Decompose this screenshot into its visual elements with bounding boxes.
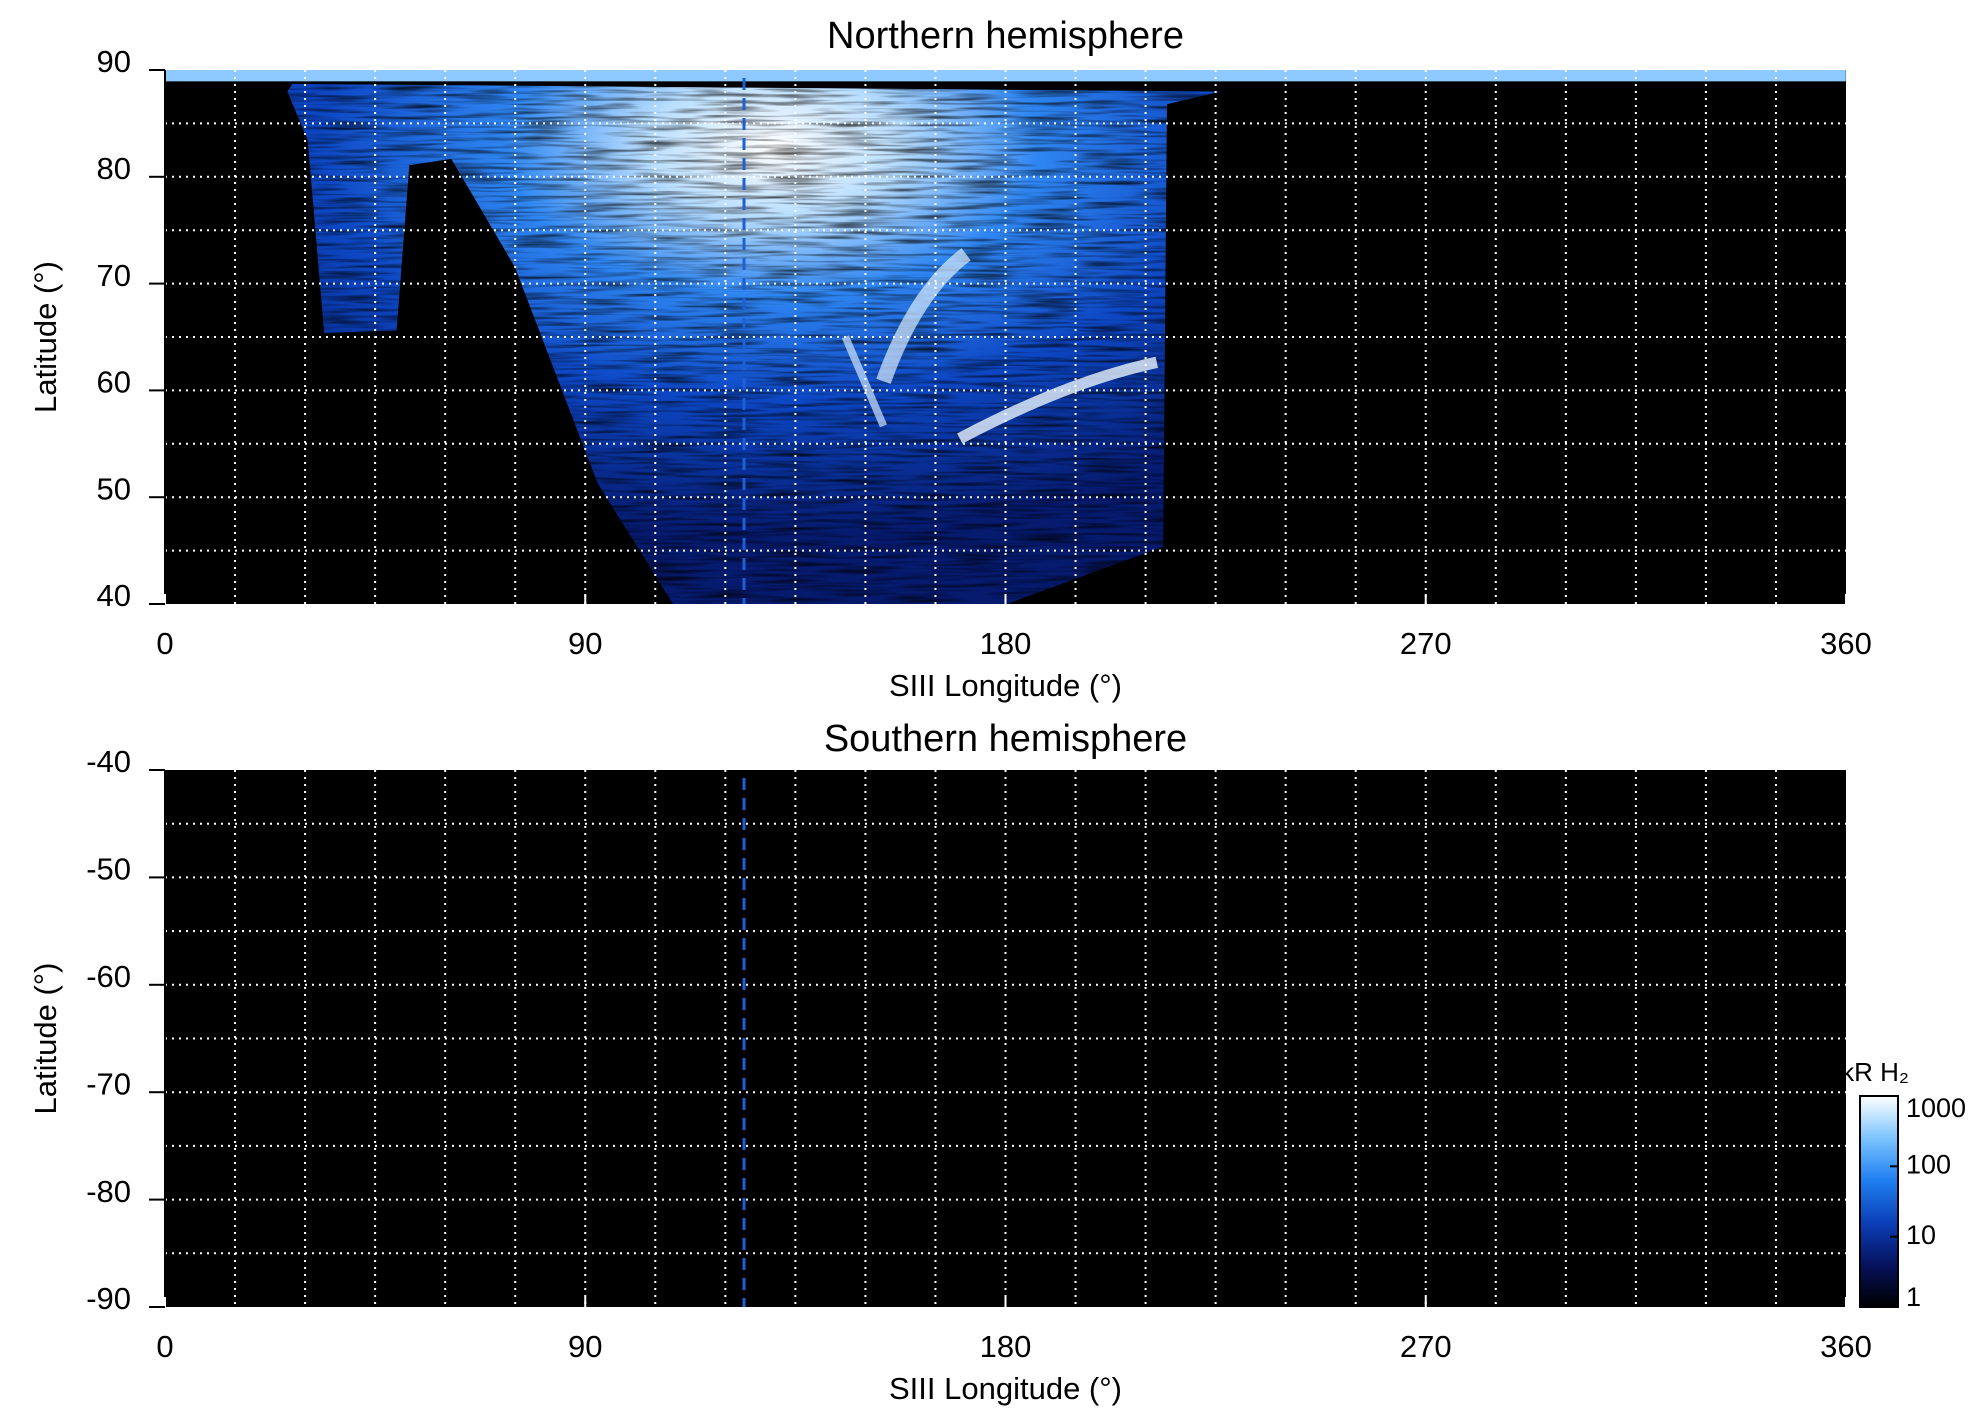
y-tick-label: -90: [86, 1281, 131, 1316]
x-tick-label: 0: [156, 1329, 173, 1364]
x-tick-label: 90: [568, 1329, 602, 1364]
y-tick-label: -80: [86, 1174, 131, 1209]
colorbar-tick-label: 10: [1906, 1220, 1936, 1250]
emission-image: [165, 70, 1846, 604]
y-tick-label: 40: [97, 578, 131, 613]
colorbar-label: kR H₂: [1841, 1057, 1909, 1087]
y-tick-label: 50: [97, 471, 131, 506]
y-tick-label: 70: [97, 258, 131, 293]
x-tick-label: 270: [1400, 626, 1452, 661]
y-axis-title: Latitude (°): [28, 963, 63, 1115]
y-tick-label: -70: [86, 1066, 131, 1101]
x-tick-label: 360: [1820, 1329, 1872, 1364]
y-axis-title: Latitude (°): [28, 261, 63, 413]
x-tick-label: 180: [980, 1329, 1032, 1364]
x-tick-label: 90: [568, 626, 602, 661]
x-tick-label: 180: [980, 626, 1032, 661]
y-tick-label: -60: [86, 959, 131, 994]
x-axis-title: SIII Longitude (°): [889, 668, 1122, 703]
chart-title: Northern hemisphere: [827, 15, 1184, 57]
colorbar-tick-label: 1: [1906, 1282, 1921, 1312]
y-tick-label: -50: [86, 852, 131, 887]
y-tick-label: 60: [97, 365, 131, 400]
x-tick-label: 0: [156, 626, 173, 661]
colorbar: [1859, 1095, 1899, 1308]
y-tick-label: -40: [86, 744, 131, 779]
x-axis-title: SIII Longitude (°): [889, 1371, 1122, 1406]
colorbar-tick-label: 1000: [1906, 1093, 1966, 1123]
y-tick-label: 80: [97, 151, 131, 186]
y-tick-label: 90: [97, 44, 131, 79]
x-tick-label: 270: [1400, 1329, 1452, 1364]
chart-title: Southern hemisphere: [824, 718, 1187, 760]
colorbar-tick-label: 100: [1906, 1149, 1951, 1179]
x-tick-label: 360: [1820, 626, 1872, 661]
